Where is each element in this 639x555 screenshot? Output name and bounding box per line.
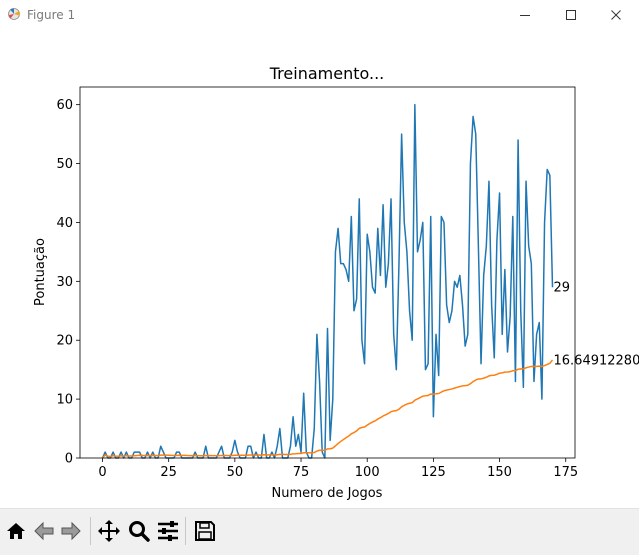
x-tick-label: 0 (98, 465, 106, 480)
close-button[interactable] (593, 0, 639, 30)
app-icon (8, 8, 20, 20)
minimize-button[interactable] (502, 0, 548, 30)
pan-icon (98, 520, 120, 542)
maximize-icon (566, 10, 576, 20)
y-tick-label: 30 (56, 275, 73, 290)
mean-score-series-line (101, 359, 554, 459)
forward-arrow-icon (61, 521, 81, 541)
x-tick-label: 125 (421, 465, 446, 480)
toolbar-separator (90, 517, 91, 545)
axis-ticks: 0 25 50 75 100 125 150 175 0 10 20 30 40 50 60 (56, 98, 578, 480)
configure-subplots-button[interactable] (155, 518, 181, 544)
toolbar-separator (185, 517, 186, 545)
home-icon (7, 523, 25, 539)
save-button[interactable] (192, 518, 218, 544)
forward-button[interactable] (58, 518, 84, 544)
zoom-button[interactable] (126, 518, 152, 544)
x-tick-label: 25 (160, 465, 177, 480)
y-tick-label: 60 (56, 98, 73, 113)
window-title: Figure 1 (27, 8, 76, 22)
y-tick-label: 40 (56, 216, 73, 231)
score-end-label: 29 (554, 281, 571, 296)
y-tick-label: 20 (56, 334, 73, 349)
score-series-line (101, 103, 554, 459)
title-bar: Figure 1 (0, 0, 639, 30)
y-tick-label: 0 (65, 452, 73, 467)
minimize-icon (520, 15, 530, 16)
x-tick-label: 175 (553, 465, 578, 480)
axes-frame (79, 86, 576, 459)
save-icon (195, 521, 215, 541)
x-tick-label: 50 (227, 465, 244, 480)
x-tick-label: 100 (355, 465, 380, 480)
maximize-button[interactable] (548, 0, 594, 30)
zoom-icon (129, 521, 150, 542)
series-layer (101, 103, 554, 459)
plot-area[interactable]: Treinamento... 0 25 50 75 100 125 150 175 0 10 20 3… (0, 30, 639, 508)
x-axis-label: Numero de Jogos (272, 486, 383, 501)
y-axis-label: Pontuação (33, 238, 48, 306)
end-labels: 29 16.64912280 (554, 281, 639, 369)
chart: Treinamento... 0 25 50 75 100 125 150 175 0 10 20 3… (33, 64, 639, 501)
back-button[interactable] (31, 518, 57, 544)
chart-title: Treinamento... (269, 64, 385, 83)
x-tick-label: 150 (487, 465, 512, 480)
home-button[interactable] (3, 518, 29, 544)
close-icon (611, 10, 621, 20)
x-tick-label: 75 (293, 465, 310, 480)
navigation-toolbar (0, 508, 639, 555)
sliders-icon (158, 521, 178, 541)
mean-end-label: 16.64912280 (554, 353, 639, 368)
back-arrow-icon (34, 521, 54, 541)
y-tick-label: 50 (56, 157, 73, 172)
pan-button[interactable] (96, 518, 122, 544)
y-tick-label: 10 (56, 393, 73, 408)
